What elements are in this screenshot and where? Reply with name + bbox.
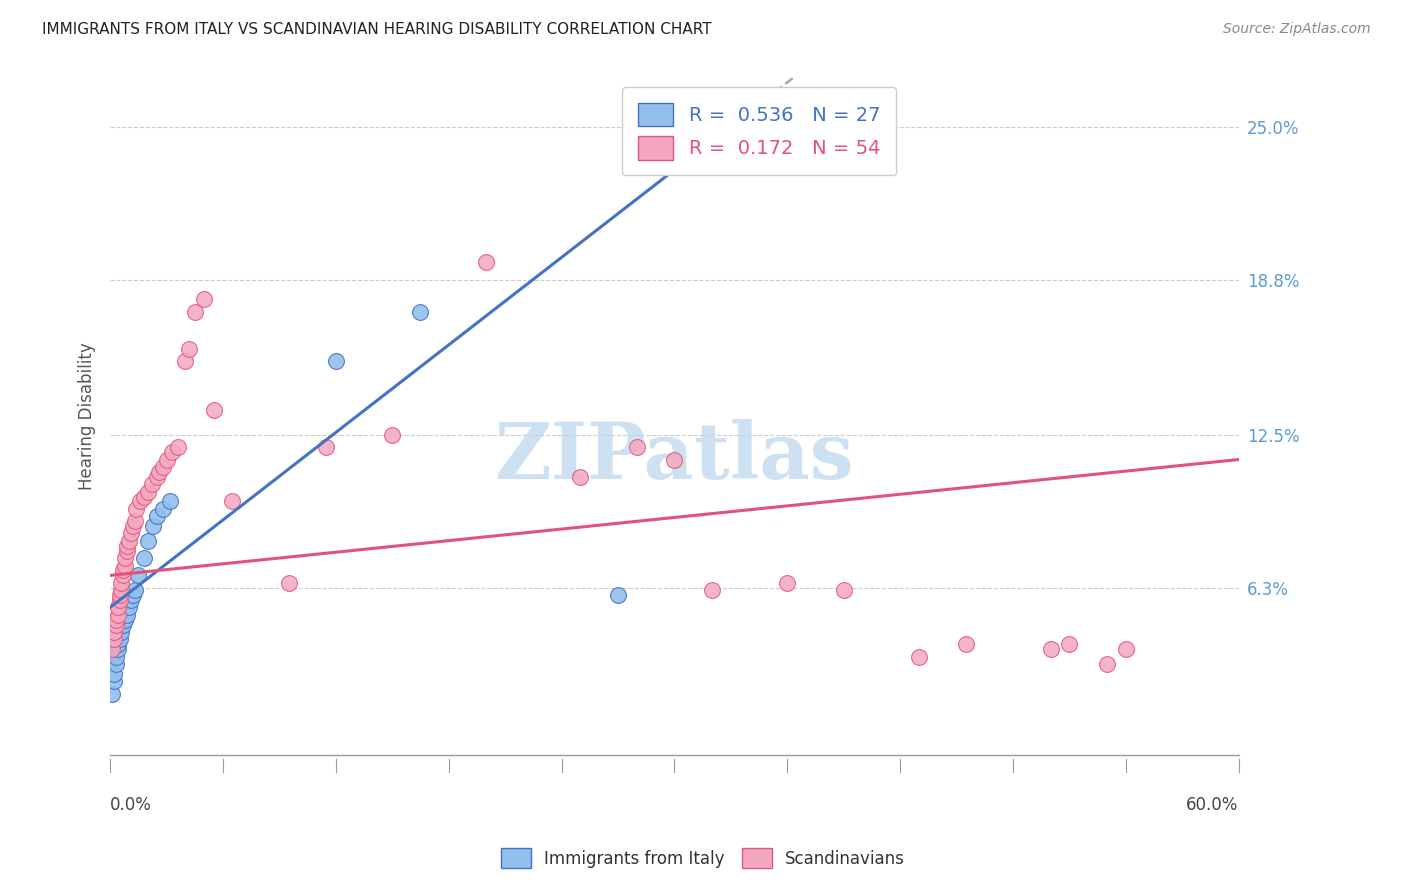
Point	[104, 613, 127, 627]
Point	[167, 440, 190, 454]
Point	[136, 484, 159, 499]
Point	[607, 588, 630, 602]
Point	[129, 494, 152, 508]
Point	[908, 649, 931, 664]
Point	[108, 632, 131, 647]
Point	[108, 588, 131, 602]
Point	[118, 600, 141, 615]
Point	[132, 490, 155, 504]
Point	[121, 519, 143, 533]
Point	[121, 588, 143, 602]
Point	[115, 607, 138, 622]
Point	[700, 583, 723, 598]
Point	[118, 533, 141, 548]
Point	[115, 543, 138, 558]
Point	[103, 674, 125, 689]
Legend: R =  0.536   N = 27, R =  0.172   N = 54: R = 0.536 N = 27, R = 0.172 N = 54	[623, 87, 896, 176]
Point	[155, 452, 177, 467]
Point	[115, 539, 138, 553]
Point	[381, 428, 404, 442]
Point	[125, 501, 148, 516]
Point	[112, 617, 135, 632]
Point	[160, 445, 183, 459]
Point	[682, 145, 704, 159]
Point	[832, 583, 855, 598]
Point	[277, 575, 299, 590]
Point	[664, 452, 686, 467]
Point	[141, 477, 163, 491]
Point	[146, 509, 169, 524]
Point	[1095, 657, 1118, 672]
Point	[112, 564, 135, 578]
Point	[148, 465, 170, 479]
Point	[120, 526, 142, 541]
Point	[132, 551, 155, 566]
Point	[103, 632, 125, 647]
Point	[193, 293, 215, 307]
Point	[112, 568, 135, 582]
Point	[146, 470, 169, 484]
Point	[104, 617, 127, 632]
Point	[107, 637, 129, 651]
Text: 0.0%: 0.0%	[110, 796, 152, 814]
Legend: Immigrants from Italy, Scandinavians: Immigrants from Italy, Scandinavians	[494, 839, 912, 877]
Text: IMMIGRANTS FROM ITALY VS SCANDINAVIAN HEARING DISABILITY CORRELATION CHART: IMMIGRANTS FROM ITALY VS SCANDINAVIAN HE…	[42, 22, 711, 37]
Point	[955, 637, 977, 651]
Point	[315, 440, 337, 454]
Point	[1059, 637, 1081, 651]
Point	[127, 568, 149, 582]
Point	[124, 514, 146, 528]
Point	[107, 642, 129, 657]
Point	[174, 354, 197, 368]
Point	[179, 342, 201, 356]
Text: 60.0%: 60.0%	[1187, 796, 1239, 814]
Text: ZIPatlas: ZIPatlas	[495, 419, 855, 495]
Point	[110, 583, 132, 598]
Point	[152, 501, 174, 516]
Point	[136, 533, 159, 548]
Point	[104, 657, 127, 672]
Point	[114, 613, 136, 627]
Point	[409, 304, 432, 318]
Point	[110, 575, 132, 590]
Point	[1039, 642, 1062, 657]
Text: Source: ZipAtlas.com: Source: ZipAtlas.com	[1223, 22, 1371, 37]
Point	[202, 403, 225, 417]
Point	[569, 470, 592, 484]
Point	[184, 304, 207, 318]
Y-axis label: Hearing Disability: Hearing Disability	[79, 343, 96, 491]
Point	[103, 667, 125, 681]
Point	[152, 459, 174, 474]
Point	[142, 519, 165, 533]
Point	[124, 583, 146, 598]
Point	[101, 642, 124, 657]
Point	[107, 600, 129, 615]
Point	[1115, 642, 1137, 657]
Point	[103, 625, 125, 640]
Point	[159, 494, 181, 508]
Point	[108, 593, 131, 607]
Point	[221, 494, 243, 508]
Point	[110, 625, 132, 640]
Point	[101, 687, 124, 701]
Point	[475, 255, 498, 269]
Point	[325, 354, 347, 368]
Point	[114, 558, 136, 573]
Point	[776, 575, 799, 590]
Point	[104, 649, 127, 664]
Point	[107, 607, 129, 622]
Point	[626, 440, 648, 454]
Point	[114, 551, 136, 566]
Point	[120, 593, 142, 607]
